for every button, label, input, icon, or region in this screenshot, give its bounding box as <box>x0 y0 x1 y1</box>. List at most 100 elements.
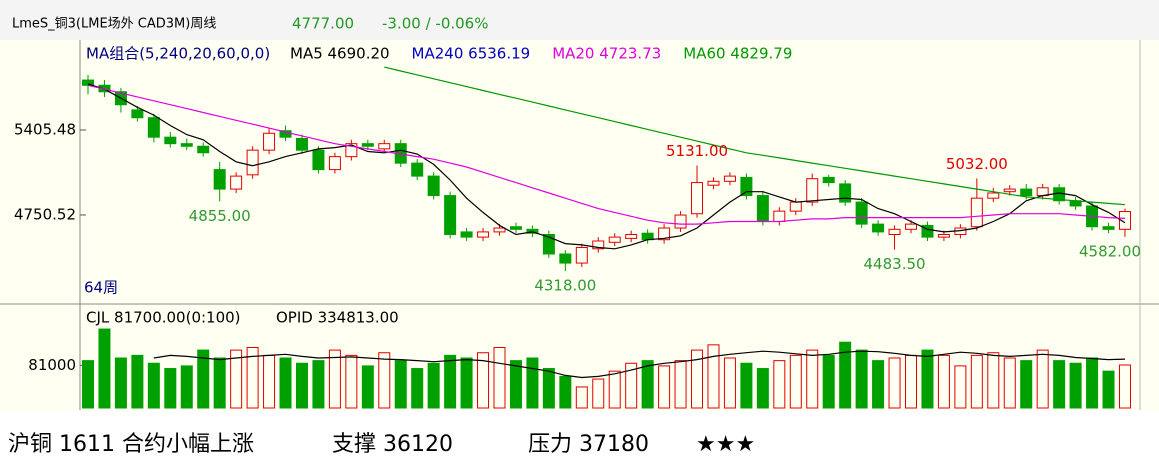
volume-bar <box>740 362 753 409</box>
candle-body <box>526 228 539 234</box>
annotation: 5131.00 <box>666 142 728 160</box>
volume-bar <box>872 360 885 409</box>
candle-body <box>592 240 605 250</box>
volume-bar <box>197 349 210 409</box>
candle-body <box>197 145 210 154</box>
volume-bar <box>1118 364 1131 409</box>
candle-body <box>970 197 983 228</box>
volume-bar <box>98 328 111 409</box>
volume-bar <box>427 362 440 409</box>
candle-body <box>806 178 819 203</box>
candle-body <box>756 195 769 223</box>
chart-panel <box>0 40 1159 410</box>
volume-bar <box>1020 360 1033 409</box>
candle-body <box>312 149 325 171</box>
candle-body <box>789 201 802 212</box>
volume-bar <box>164 368 177 409</box>
candle-body <box>855 201 868 225</box>
volume-bar <box>822 354 835 409</box>
candle-body <box>559 253 572 264</box>
volume-bar <box>345 354 358 409</box>
candle-body <box>164 136 177 145</box>
candle-body <box>147 117 160 138</box>
candle-body <box>888 228 901 236</box>
candle-body <box>493 227 506 233</box>
volume-bar <box>559 375 572 409</box>
volume-bar <box>378 352 391 409</box>
candle-body <box>658 227 671 241</box>
candle-body <box>1020 188 1033 197</box>
candle-body <box>427 175 440 197</box>
volume-bar <box>460 357 473 409</box>
y-tick-label: 4750.52 <box>14 205 76 223</box>
volume-bar <box>263 354 276 409</box>
volume-bar <box>114 357 127 409</box>
volume-bar <box>658 365 671 409</box>
candle-body <box>872 223 885 233</box>
volume-bar <box>723 357 736 409</box>
candle-body <box>378 143 391 150</box>
volume-bar <box>970 354 983 409</box>
candle-body <box>509 226 522 230</box>
volume-bar <box>1069 362 1082 409</box>
volume-ma-line <box>153 350 1126 379</box>
annotation: 4855.00 <box>189 207 251 225</box>
y-tick-label: 81000 <box>28 356 76 374</box>
volume-bar <box>82 360 94 409</box>
volume-bar <box>937 354 950 409</box>
volume-bar <box>328 349 341 409</box>
candle-body <box>773 210 786 223</box>
volume-bar <box>575 386 588 409</box>
candle-body <box>328 156 341 171</box>
candle-body <box>905 223 917 230</box>
volume-bar <box>625 362 638 409</box>
candle-body <box>279 130 292 138</box>
candle-body <box>477 231 490 238</box>
candle-body <box>361 143 374 147</box>
candle-body <box>707 180 720 186</box>
candle-body <box>1003 188 1016 193</box>
legend-item: MA240 6536.19 <box>412 45 531 63</box>
volume-bar <box>707 344 720 409</box>
volume-bar <box>855 349 868 409</box>
y-tick-label: 5405.48 <box>14 120 76 138</box>
volume-bar <box>526 357 539 409</box>
candle-body <box>691 182 704 215</box>
candle-body <box>674 214 687 229</box>
ma-line <box>87 83 1126 250</box>
candle-body <box>740 176 753 197</box>
candle-body <box>1102 226 1115 230</box>
candle-body <box>937 234 950 238</box>
volume-bar <box>641 360 654 409</box>
caption-text: 沪铜 1611 合约小幅上涨 <box>8 432 254 457</box>
volume-bar <box>542 368 555 409</box>
candle-body <box>608 236 621 243</box>
period-label: 64周 <box>84 279 118 297</box>
candle-body <box>131 109 144 119</box>
candle-body <box>625 234 638 239</box>
annotation: 4483.50 <box>864 255 926 273</box>
candle-body <box>263 132 276 151</box>
volume-bar <box>954 365 967 409</box>
annotation: 4582.00 <box>1079 242 1141 260</box>
volume-bar <box>131 354 144 409</box>
volume-bar <box>213 357 226 409</box>
candle-body <box>411 162 424 177</box>
candle-body <box>641 232 654 241</box>
caption-resistance: 压力 37180 <box>528 432 649 457</box>
volume-bar <box>279 357 292 409</box>
candle-body <box>921 224 934 238</box>
volume-bar <box>756 368 769 409</box>
candle-body <box>98 84 111 93</box>
candle-body <box>246 149 259 176</box>
volume-bar <box>477 352 490 409</box>
legend-item: MA20 4723.73 <box>552 45 661 63</box>
volume-bar <box>1086 357 1099 409</box>
annotation: 5032.00 <box>946 155 1008 173</box>
candle-body <box>460 231 473 238</box>
candle-body <box>822 176 835 184</box>
candle-body <box>839 183 852 203</box>
candle-body <box>345 143 358 158</box>
volume-bar <box>789 354 802 409</box>
